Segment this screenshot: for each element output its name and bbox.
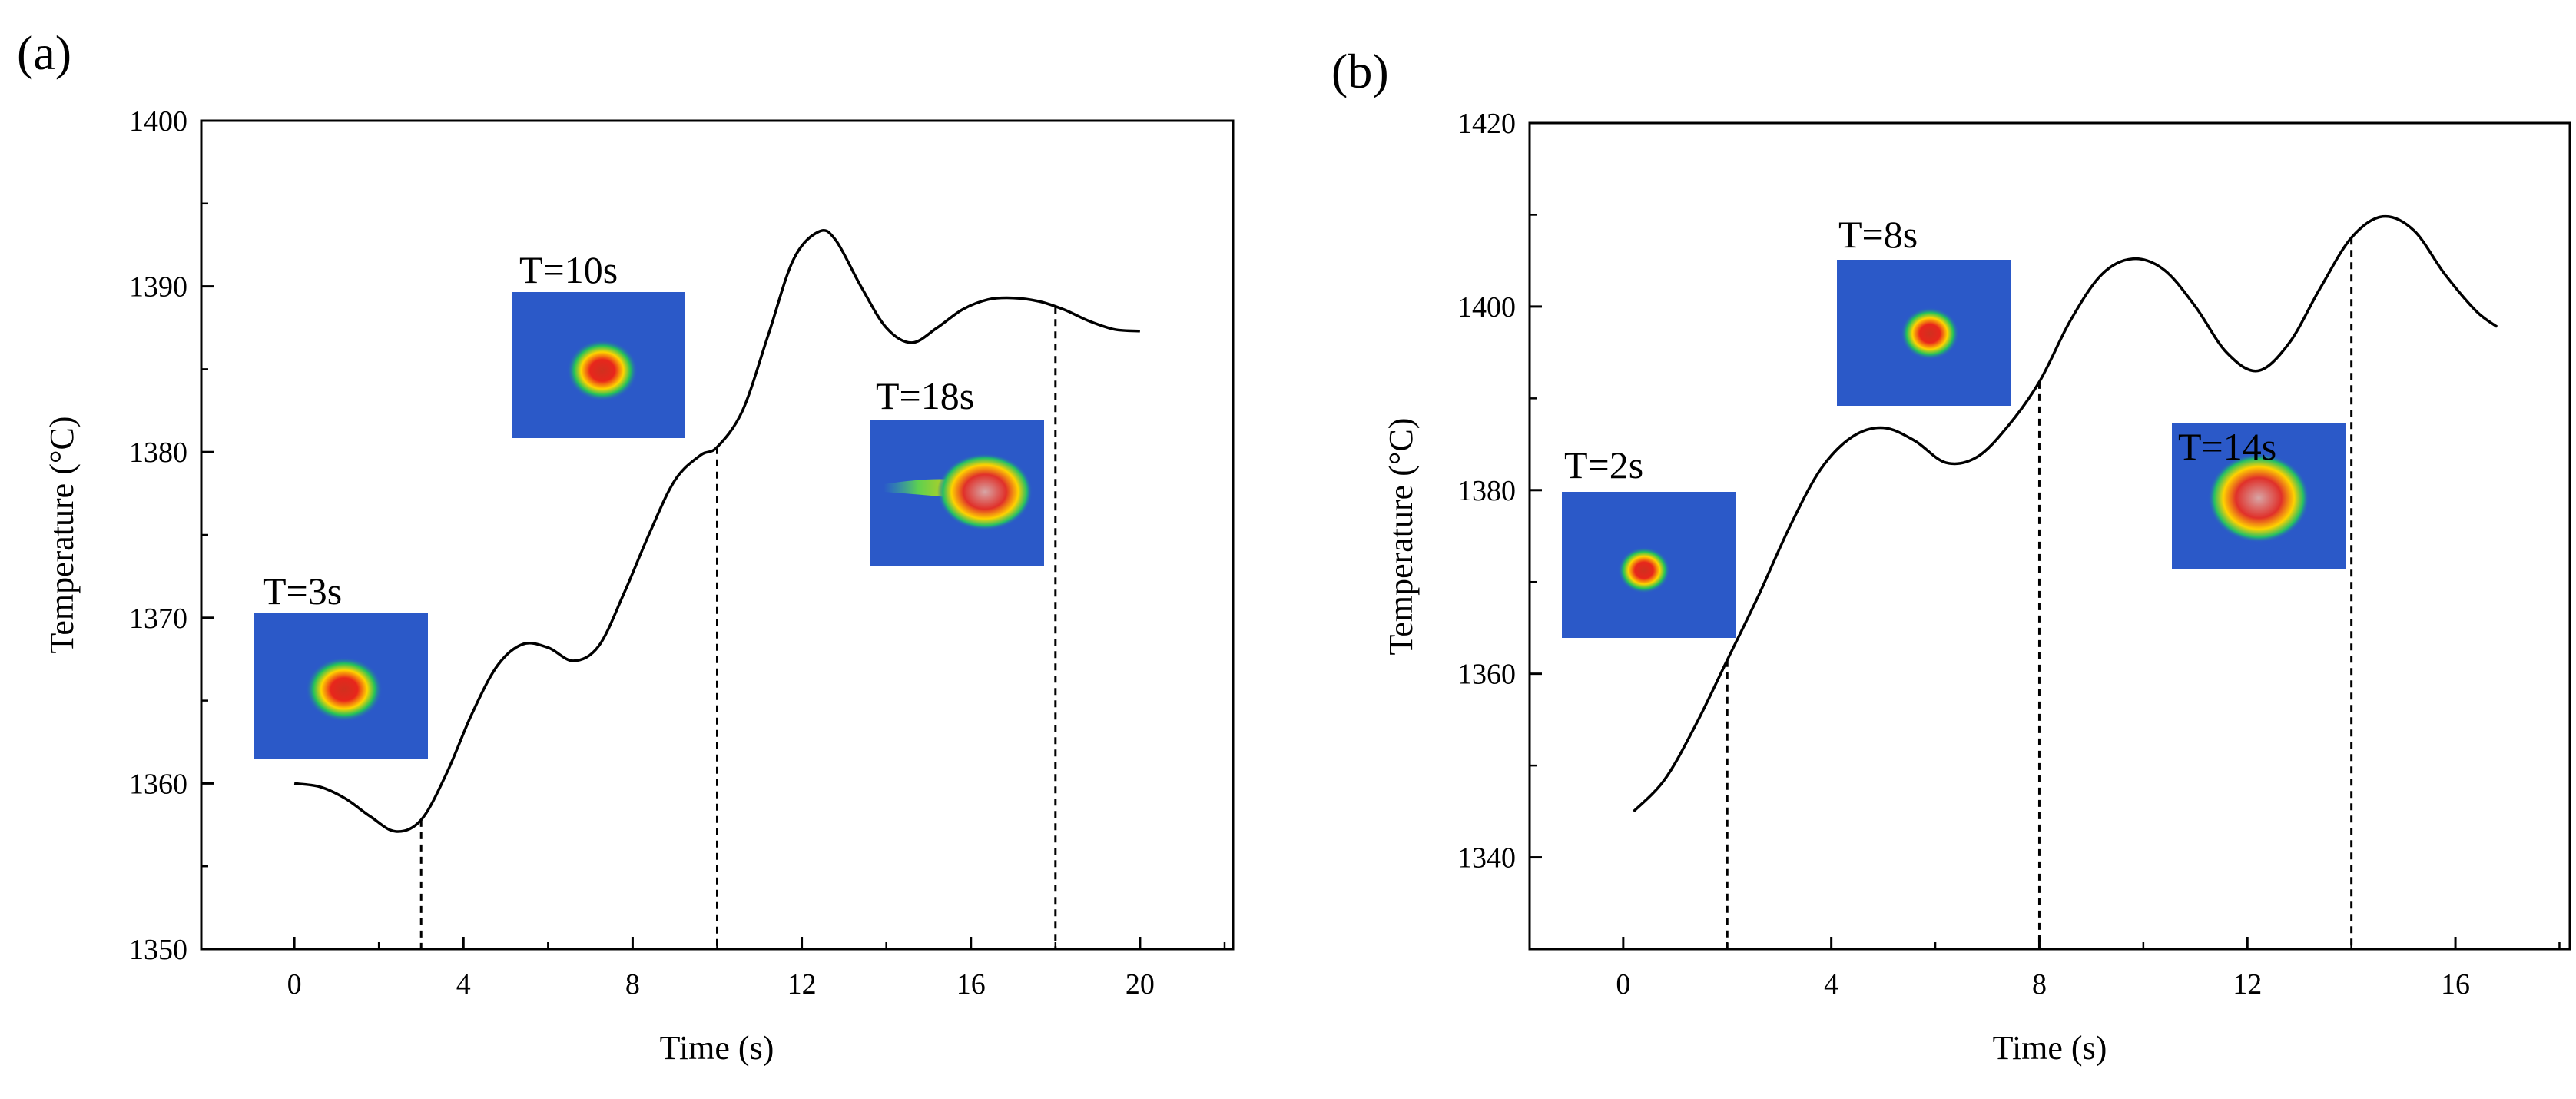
panel-a-melt-pool-3s xyxy=(306,657,383,722)
panel-a-y-tick-label: 1350 xyxy=(129,934,187,966)
panel-a-x-tick-label: 20 xyxy=(1126,968,1155,1001)
panel-a-y-axis-title: Temperature (°C) xyxy=(43,417,81,654)
panel-a-x-axis-title: Time (s) xyxy=(660,1029,774,1067)
panel-a-inset-18s: T=18s xyxy=(870,374,1044,566)
panel-b-marker-lines xyxy=(1726,237,2353,949)
panel-b-inset-label-2s: T=2s xyxy=(1564,443,1643,486)
panel-a-x-tick-label: 12 xyxy=(787,968,817,1001)
panel-a-inset-label-10s: T=10s xyxy=(519,248,618,291)
panel-b-plot-frame xyxy=(1528,121,2571,951)
panel-b-label: (b) xyxy=(1331,44,1389,98)
panel-a-inset-10s: T=10s xyxy=(512,248,685,438)
panel-a: (a) 1350 1360 1370 1380 1390 1400 0 4 8 12 16 20 T… xyxy=(17,25,1235,1067)
panel-a-inset-label-18s: T=18s xyxy=(876,374,974,417)
panel-a-x-tick-label: 4 xyxy=(456,968,471,1001)
panel-a-inset-label-3s: T=3s xyxy=(263,569,342,613)
panel-b-x-axis-title: Time (s) xyxy=(1993,1029,2107,1067)
panel-b-y-tick-label: 1400 xyxy=(1457,291,1516,324)
panel-b-inset-14s: T=14s xyxy=(2172,423,2346,569)
panel-a-y-tick-label: 1390 xyxy=(129,271,187,304)
panel-a-melt-pool-10s xyxy=(567,340,638,401)
panel-a-y-tick-label: 1400 xyxy=(129,105,187,138)
panel-b-inset-2s: T=2s xyxy=(1562,443,1736,638)
panel-a-temperature-line xyxy=(293,228,1140,833)
panel-a-y-tick-label: 1360 xyxy=(129,768,187,800)
panel-b-y-ticks: 1340 1360 1380 1400 1420 xyxy=(1457,108,1542,951)
panel-b-melt-pool-2s xyxy=(1618,547,1670,593)
panel-a-label: (a) xyxy=(17,25,71,80)
panel-a-y-tick-label: 1370 xyxy=(129,603,187,635)
panel-b-x-tick-label: 16 xyxy=(2441,968,2470,1001)
panel-b-melt-pool-8s xyxy=(1901,307,1959,360)
panel-a-x-tick-label: 0 xyxy=(287,968,302,1001)
panel-a-marker-lines xyxy=(419,307,1057,949)
panel-b-x-tick-label: 4 xyxy=(1824,968,1838,1001)
panel-b-x-tick-label: 0 xyxy=(1616,968,1630,1001)
panel-b-inset-8s: T=8s xyxy=(1837,213,2011,406)
panel-b-y-axis-title: Temperature (°C) xyxy=(1382,418,1420,656)
panel-a-y-ticks: 1350 1360 1370 1380 1390 1400 xyxy=(129,105,214,966)
panel-b-inset-label-8s: T=8s xyxy=(1838,213,1918,256)
panel-a-inset-3s: T=3s xyxy=(254,569,428,759)
panel-b: (b) 1340 1360 1380 1400 1420 0 4 8 12 16 Tempera… xyxy=(1331,44,2571,1067)
panel-b-y-tick-label: 1420 xyxy=(1457,108,1516,140)
panel-b-temperature-line xyxy=(1633,214,2498,813)
panel-b-x-tick-label: 8 xyxy=(2032,968,2047,1001)
panel-a-y-tick-label: 1380 xyxy=(129,437,187,469)
panel-b-y-tick-label: 1360 xyxy=(1457,659,1516,691)
panel-a-x-tick-label: 8 xyxy=(625,968,640,1001)
panel-b-y-tick-label: 1380 xyxy=(1457,475,1516,507)
panel-b-melt-pool-14s xyxy=(2208,453,2309,543)
panel-a-x-ticks: 0 4 8 12 16 20 xyxy=(287,937,1226,1001)
panel-b-x-tick-label: 12 xyxy=(2233,968,2262,1001)
panel-a-melt-pool-18s xyxy=(937,453,1033,530)
panel-a-x-tick-label: 16 xyxy=(956,968,986,1001)
panel-b-y-tick-label: 1340 xyxy=(1457,842,1516,875)
panel-b-x-ticks: 0 4 8 12 16 xyxy=(1616,937,2561,1001)
panel-b-inset-label-14s: T=14s xyxy=(2178,425,2276,468)
